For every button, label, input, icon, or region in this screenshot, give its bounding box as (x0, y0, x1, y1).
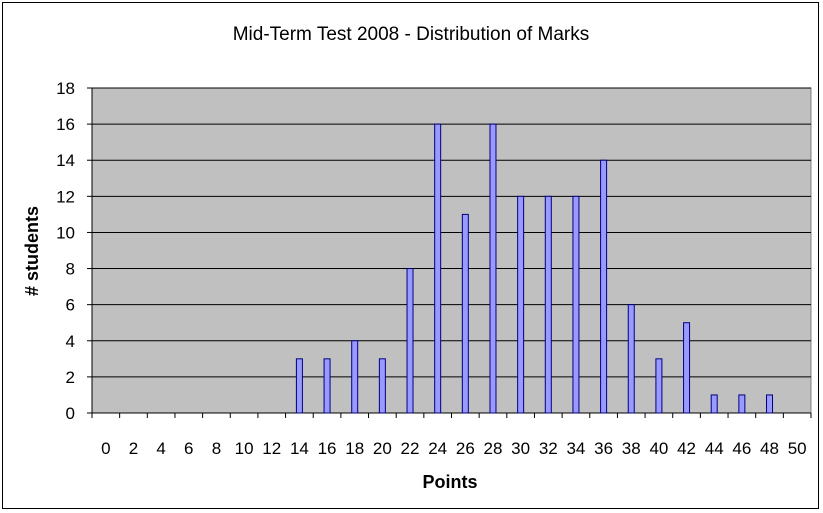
y-tick-label: 6 (66, 296, 75, 315)
bar (710, 394, 718, 414)
x-tick-label: 24 (428, 439, 447, 458)
x-tick-label: 6 (184, 439, 193, 458)
y-tick-label: 14 (56, 151, 75, 170)
x-tick-label: 34 (566, 439, 585, 458)
x-tick-label: 42 (677, 439, 696, 458)
y-tick-label: 12 (56, 187, 75, 206)
bar (434, 123, 442, 414)
x-tick-label: 30 (511, 439, 530, 458)
x-tick-label: 0 (101, 439, 110, 458)
x-tick-label: 12 (262, 439, 281, 458)
y-tick-label: 8 (66, 260, 75, 279)
x-tick-label: 36 (594, 439, 613, 458)
bar (323, 358, 331, 414)
y-axis-title: # students (22, 206, 42, 296)
bar (738, 394, 746, 414)
x-tick-label: 50 (788, 439, 807, 458)
bar (683, 322, 691, 414)
bar (295, 358, 303, 414)
y-tick-label: 0 (66, 404, 75, 423)
x-axis-title: Points (422, 472, 477, 492)
bar (406, 268, 414, 414)
x-tick-label: 20 (373, 439, 392, 458)
x-tick-label: 38 (622, 439, 641, 458)
x-tick-label: 18 (345, 439, 364, 458)
x-tick-label: 32 (539, 439, 558, 458)
bar (766, 394, 774, 414)
bar (655, 358, 663, 414)
x-tick-label: 40 (649, 439, 668, 458)
bar (489, 123, 497, 414)
y-tick-label: 2 (66, 368, 75, 387)
bar (378, 358, 386, 414)
x-tick-label: 28 (484, 439, 503, 458)
x-tick-label: 26 (456, 439, 475, 458)
x-tick-label: 44 (705, 439, 724, 458)
bar (461, 213, 469, 414)
x-tick-label: 16 (318, 439, 337, 458)
bar (517, 195, 525, 414)
x-tick-label: 46 (732, 439, 751, 458)
plot-background (91, 87, 812, 414)
x-tick-label: 10 (235, 439, 254, 458)
x-tick-label: 14 (290, 439, 309, 458)
y-tick-label: 18 (56, 79, 75, 98)
y-tick-label: 4 (66, 332, 75, 351)
x-tick-label: 22 (401, 439, 420, 458)
y-tick-label: 10 (56, 223, 75, 242)
x-tick-label: 8 (212, 439, 221, 458)
x-tick-label: 4 (156, 439, 165, 458)
y-tick-label: 16 (56, 115, 75, 134)
bar (572, 195, 580, 414)
chart-title: Mid-Term Test 2008 - Distribution of Mar… (233, 24, 590, 45)
bar (600, 159, 608, 414)
x-tick-label: 48 (760, 439, 779, 458)
x-tick-label: 2 (129, 439, 138, 458)
bar (627, 304, 635, 414)
bar (544, 195, 552, 414)
bar (351, 340, 359, 414)
